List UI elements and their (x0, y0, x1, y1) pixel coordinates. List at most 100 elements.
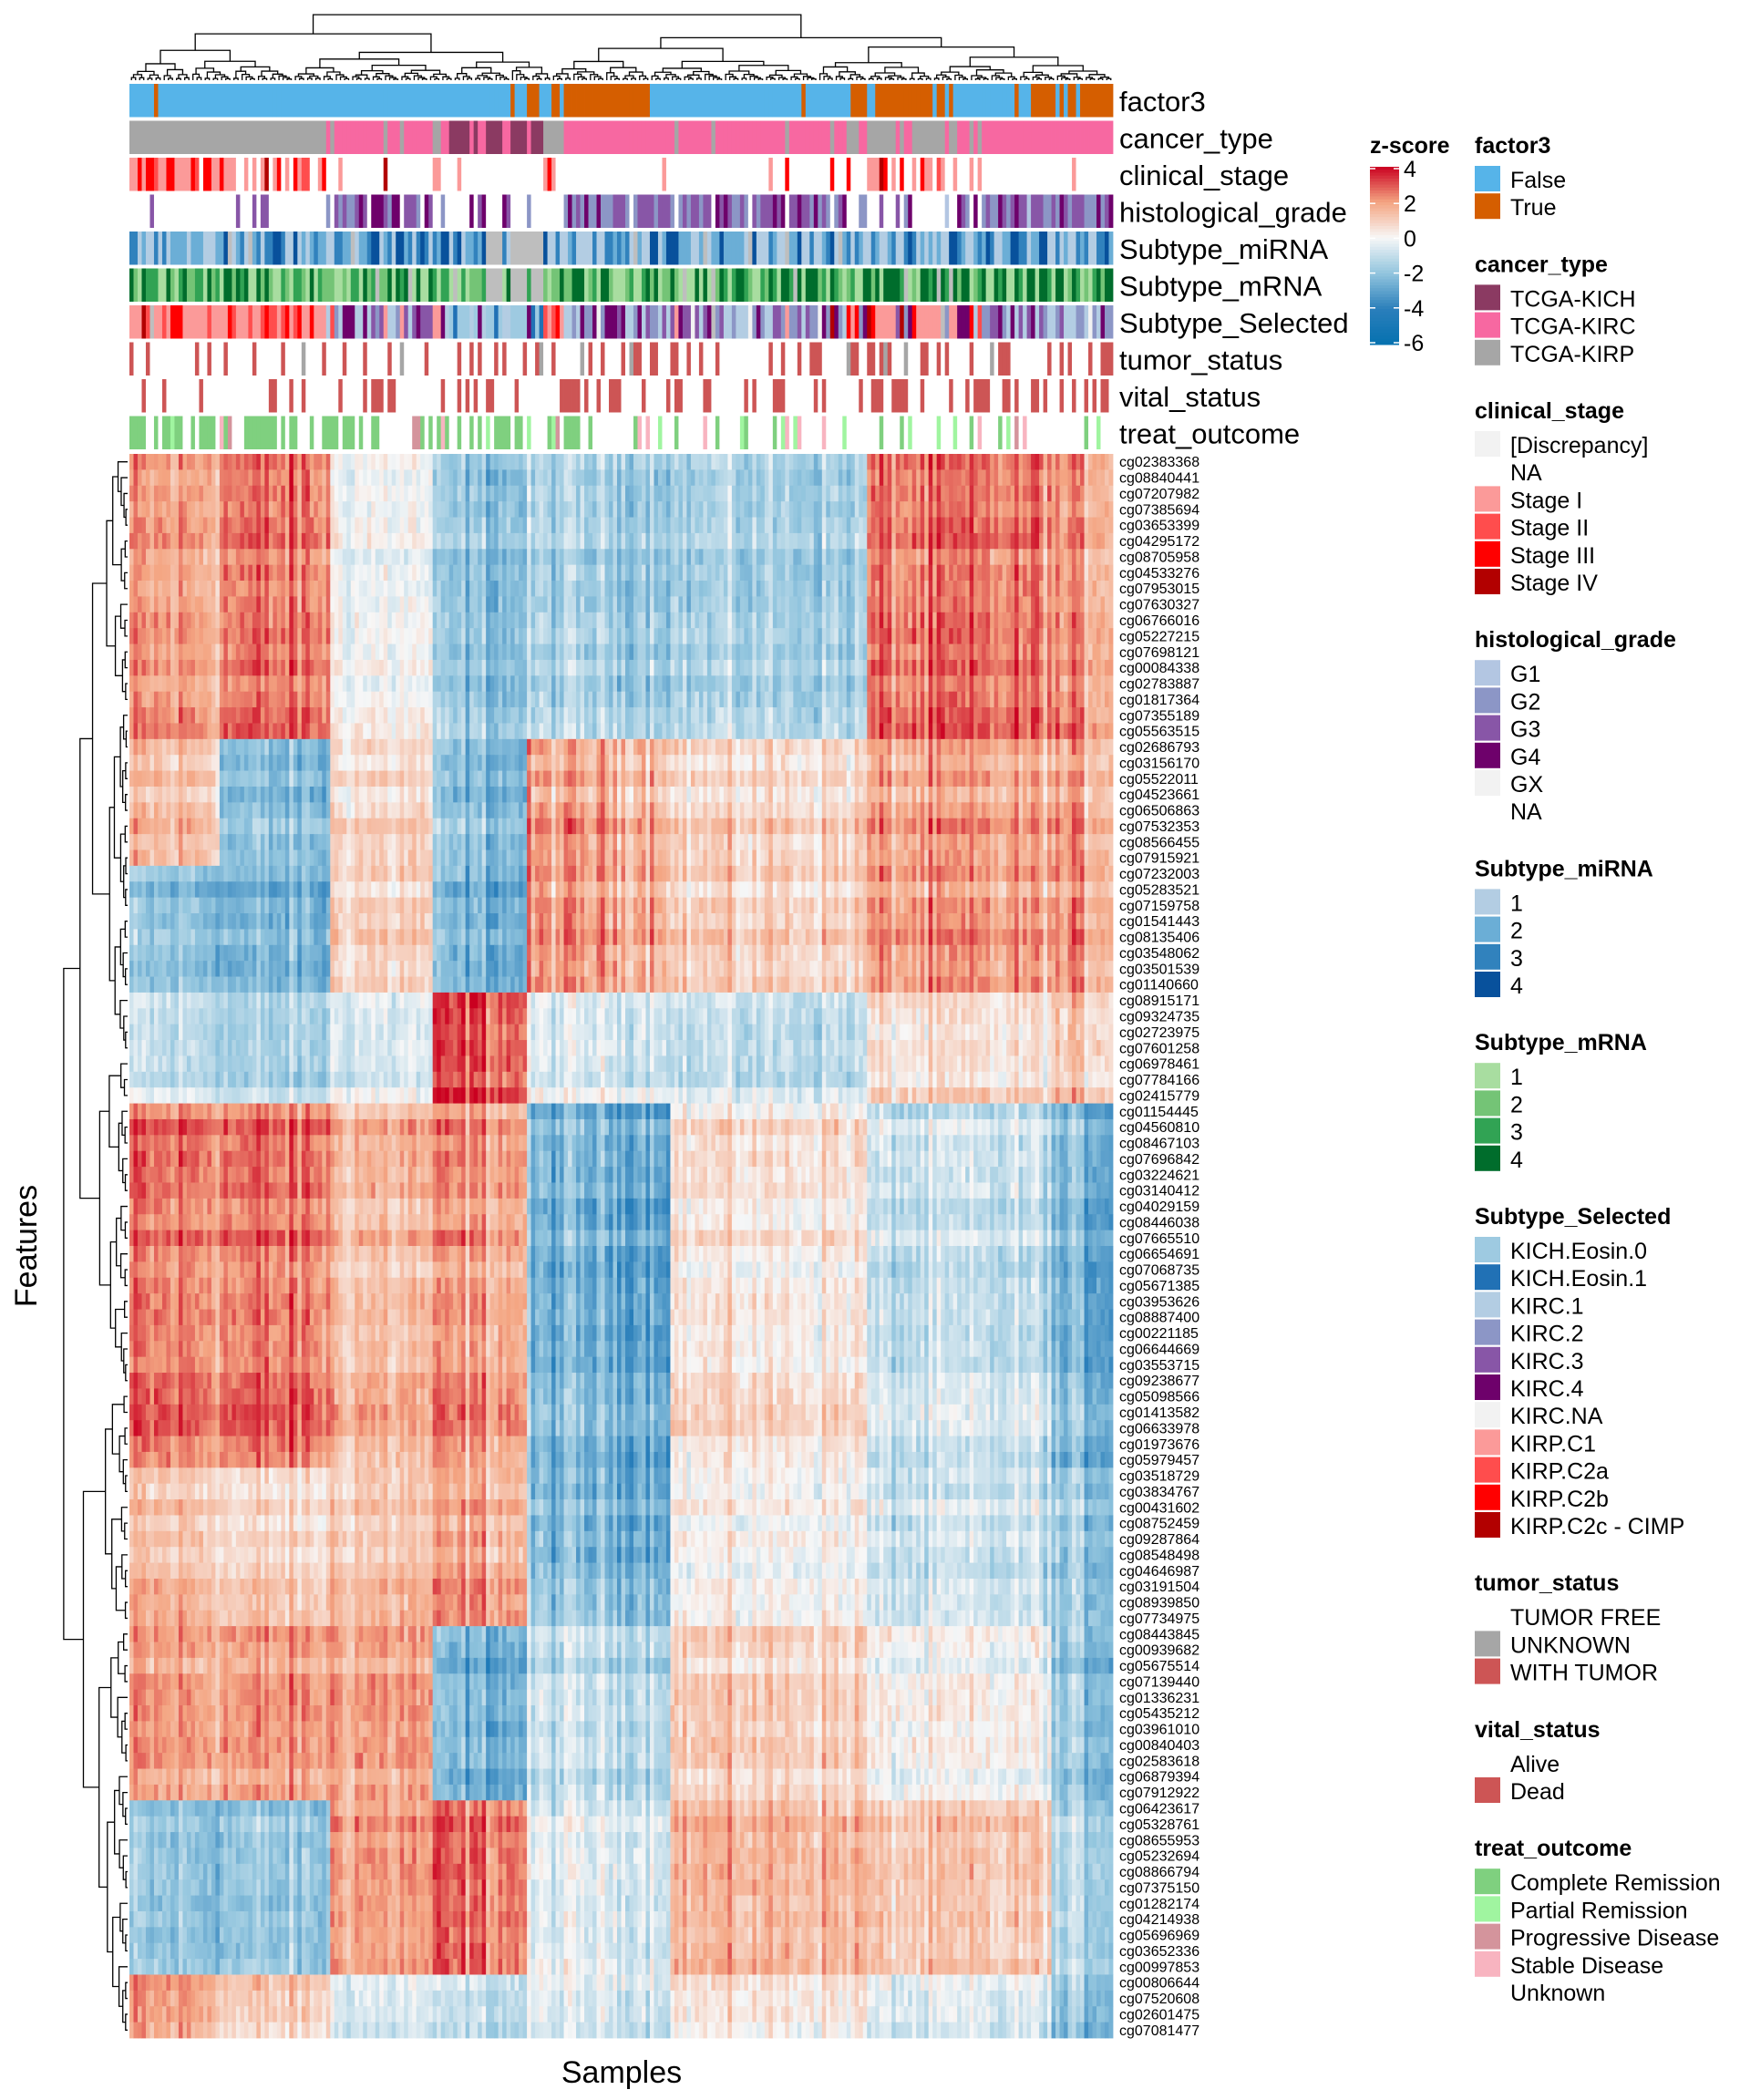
heatmap-cell (232, 469, 236, 486)
heatmap-cell (404, 533, 408, 550)
heatmap-cell (998, 581, 1003, 597)
annotation-cell-cancer_type (1088, 121, 1093, 155)
heatmap-cell (355, 486, 359, 502)
heatmap-cell (642, 565, 646, 582)
annotation-cell-Subtype_Selected (1093, 305, 1097, 339)
annotation-cell-Subtype_mRNA (568, 269, 572, 303)
annotation-cell-Subtype_miRNA (305, 232, 310, 265)
annotation-cell-Subtype_mRNA (540, 269, 544, 303)
heatmap-cell (1109, 565, 1114, 582)
heatmap-cell (875, 581, 880, 597)
heatmap-cell (768, 486, 773, 502)
annotation-cell-Subtype_Selected (494, 305, 499, 339)
heatmap-cell (916, 581, 921, 597)
annotation-cell-cancer_type (645, 121, 650, 155)
heatmap-cell (711, 469, 715, 486)
heatmap-cell (1068, 454, 1073, 470)
annotation-cell-Subtype_mRNA (719, 269, 724, 303)
heatmap-cell (1088, 533, 1093, 550)
annotation-cell-Subtype_Selected (900, 305, 904, 339)
annotation-cell-clinical_stage (305, 158, 310, 191)
heatmap-cell (1076, 454, 1081, 470)
heatmap-cell (945, 501, 950, 518)
heatmap-cell (453, 454, 458, 470)
heatmap-cell (146, 581, 150, 597)
annotation-cell-clinical_stage (847, 158, 851, 191)
annotation-cell-Subtype_miRNA (809, 232, 814, 265)
heatmap-cell (1047, 454, 1052, 470)
heatmap-cell (203, 581, 208, 597)
annotation-cell-Subtype_miRNA (568, 232, 572, 265)
annotation-cell-treat_outcome (387, 417, 392, 450)
heatmap-cell (781, 533, 786, 550)
heatmap-cell (1031, 486, 1035, 502)
annotation-cell-histological_grade (264, 195, 269, 229)
annotation-cell-Subtype_Selected (187, 305, 191, 339)
heatmap-cell (978, 469, 983, 486)
annotation-cell-Subtype_Selected (982, 305, 986, 339)
heatmap-cell (1105, 501, 1109, 518)
annotation-cell-Subtype_mRNA (129, 269, 134, 303)
annotation-cell-clinical_stage (589, 158, 593, 191)
heatmap-cell (592, 533, 597, 550)
annotation-cell-vital_status (826, 379, 830, 413)
heatmap-cell (182, 596, 187, 612)
annotation-cell-Subtype_mRNA (499, 269, 503, 303)
annotation-cell-treat_outcome (179, 417, 183, 450)
annotation-cell-Subtype_miRNA (609, 232, 613, 265)
annotation-cell-Subtype_miRNA (433, 232, 438, 265)
heatmap-cell (187, 549, 191, 565)
heatmap-cell (179, 549, 183, 565)
annotation-cell-factor3 (625, 84, 630, 118)
annotation-cell-tumor_status (711, 343, 715, 376)
annotation-cell-clinical_stage (1003, 158, 1007, 191)
heatmap-cell (523, 454, 528, 470)
heatmap-cell (752, 533, 757, 550)
annotation-cell-Subtype_Selected (466, 305, 470, 339)
heatmap-cell (818, 454, 822, 470)
annotation-cell-Subtype_Selected (748, 305, 753, 339)
annotation-cell-factor3 (654, 84, 658, 118)
heatmap-cell (798, 565, 802, 582)
annotation-cell-Subtype_mRNA (809, 269, 814, 303)
annotation-cell-Subtype_mRNA (744, 269, 748, 303)
annotation-cell-treat_outcome (806, 417, 810, 450)
annotation-cell-Subtype_mRNA (855, 269, 860, 303)
annotation-cell-factor3 (900, 84, 904, 118)
annotation-cell-factor3 (264, 84, 269, 118)
dendrogram-branch (566, 78, 570, 80)
annotation-cell-tumor_status (1093, 343, 1097, 376)
annotation-cell-Subtype_mRNA (1039, 269, 1044, 303)
annotation-cell-cancer_type (863, 121, 868, 155)
annotation-cell-cancer_type (822, 121, 827, 155)
heatmap-cell (149, 518, 154, 534)
heatmap-cell (437, 501, 441, 518)
heatmap-cell (1076, 581, 1081, 597)
annotation-cell-Subtype_miRNA (1064, 232, 1068, 265)
annotation-cell-tumor_status (469, 343, 474, 376)
heatmap-cell (847, 533, 851, 550)
annotation-cell-cancer_type (622, 121, 626, 155)
heatmap-cell (1093, 533, 1097, 550)
heatmap-cell (986, 549, 991, 565)
annotation-cell-treat_outcome (556, 417, 561, 450)
annotation-cell-cancer_type (330, 121, 335, 155)
heatmap-cell (281, 501, 285, 518)
heatmap-cell (482, 533, 487, 550)
heatmap-cell (883, 454, 888, 470)
heatmap-cell (244, 518, 249, 534)
annotation-cell-Subtype_mRNA (863, 269, 868, 303)
annotation-cell-cancer_type (1023, 121, 1027, 155)
annotation-cell-treat_outcome (658, 417, 663, 450)
annotation-cell-histological_grade (474, 195, 479, 229)
heatmap-cell (318, 533, 323, 550)
heatmap-cell (425, 501, 429, 518)
heatmap-cell (822, 501, 827, 518)
heatmap-cell (236, 501, 241, 518)
heatmap-cell (387, 486, 392, 502)
heatmap-cell (412, 596, 417, 612)
annotation-cell-factor3 (335, 84, 339, 118)
heatmap-cell (408, 549, 413, 565)
annotation-cell-Subtype_Selected (1076, 305, 1081, 339)
annotation-cell-histological_grade (757, 195, 761, 229)
